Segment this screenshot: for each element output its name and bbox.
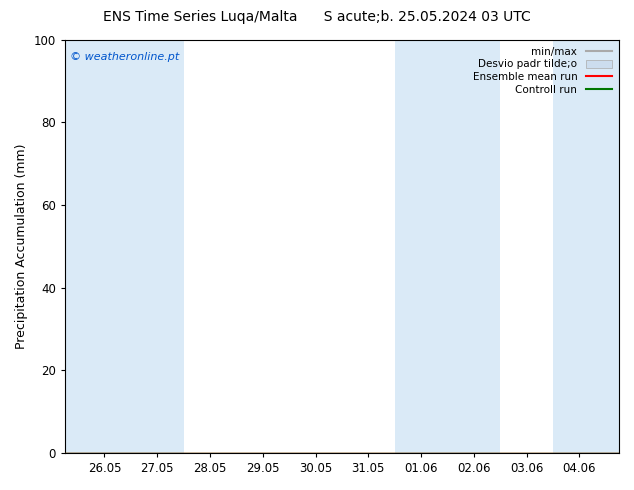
Bar <box>553 40 619 453</box>
Bar <box>131 40 184 453</box>
Text: © weatheronline.pt: © weatheronline.pt <box>70 52 179 62</box>
Bar <box>395 40 448 453</box>
Bar <box>65 40 131 453</box>
Bar <box>448 40 500 453</box>
Text: ENS Time Series Luqa/Malta      S acute;b. 25.05.2024 03 UTC: ENS Time Series Luqa/Malta S acute;b. 25… <box>103 10 531 24</box>
Legend: min/max, Desvio padr tilde;o, Ensemble mean run, Controll run: min/max, Desvio padr tilde;o, Ensemble m… <box>470 45 614 97</box>
Y-axis label: Precipitation Accumulation (mm): Precipitation Accumulation (mm) <box>15 144 28 349</box>
